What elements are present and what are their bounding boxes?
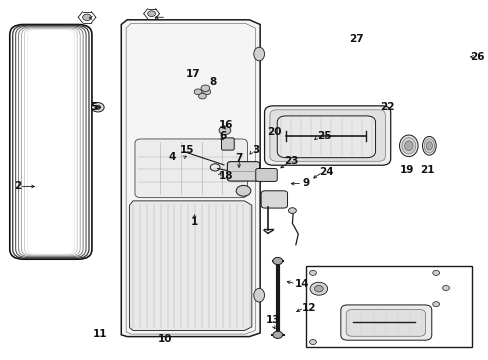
Circle shape [309, 282, 327, 295]
Ellipse shape [404, 141, 412, 151]
Text: 12: 12 [302, 303, 316, 313]
Ellipse shape [423, 139, 433, 153]
Text: 26: 26 [469, 52, 484, 62]
Text: 4: 4 [168, 152, 176, 162]
Circle shape [272, 331, 282, 338]
FancyBboxPatch shape [340, 305, 431, 340]
Ellipse shape [399, 135, 417, 157]
Circle shape [194, 89, 202, 95]
Text: 13: 13 [265, 315, 280, 325]
Text: 5: 5 [90, 102, 97, 112]
Circle shape [201, 85, 209, 91]
Text: 14: 14 [294, 279, 308, 289]
Text: 22: 22 [379, 102, 394, 112]
Text: 2: 2 [14, 181, 21, 192]
Text: 24: 24 [318, 167, 333, 177]
Text: 19: 19 [399, 165, 413, 175]
Circle shape [309, 339, 316, 345]
FancyBboxPatch shape [135, 139, 247, 198]
Bar [305, 266, 471, 347]
Ellipse shape [422, 136, 435, 155]
Text: 25: 25 [316, 131, 331, 141]
Text: 23: 23 [284, 156, 299, 166]
Circle shape [95, 105, 101, 109]
FancyBboxPatch shape [255, 168, 277, 181]
Text: 11: 11 [93, 329, 107, 339]
Circle shape [82, 14, 91, 21]
Text: 16: 16 [219, 120, 233, 130]
FancyBboxPatch shape [264, 106, 390, 165]
Ellipse shape [426, 141, 431, 150]
Circle shape [272, 257, 282, 265]
Text: 10: 10 [157, 334, 172, 344]
Circle shape [203, 89, 210, 95]
Text: 20: 20 [267, 127, 282, 138]
Text: 15: 15 [180, 145, 194, 156]
FancyBboxPatch shape [269, 110, 385, 161]
Text: 18: 18 [219, 171, 233, 181]
FancyBboxPatch shape [346, 310, 425, 336]
Circle shape [314, 285, 323, 292]
Text: 3: 3 [251, 145, 259, 156]
Circle shape [91, 103, 104, 112]
FancyBboxPatch shape [221, 138, 234, 150]
Polygon shape [129, 201, 251, 330]
Circle shape [236, 185, 250, 196]
Circle shape [309, 270, 316, 275]
Ellipse shape [401, 138, 415, 154]
Ellipse shape [253, 47, 264, 61]
Text: 6: 6 [219, 131, 226, 141]
FancyBboxPatch shape [227, 162, 259, 181]
FancyBboxPatch shape [261, 191, 287, 208]
FancyBboxPatch shape [277, 116, 375, 158]
Text: 9: 9 [302, 178, 309, 188]
Circle shape [288, 208, 296, 213]
Polygon shape [121, 20, 260, 337]
Circle shape [198, 93, 206, 99]
Text: 27: 27 [348, 34, 363, 44]
Text: 17: 17 [185, 69, 200, 79]
Circle shape [219, 126, 230, 135]
Ellipse shape [253, 288, 264, 302]
Text: 7: 7 [234, 153, 242, 163]
Circle shape [432, 270, 439, 275]
Text: 1: 1 [191, 217, 198, 228]
Text: 21: 21 [420, 165, 434, 175]
Circle shape [442, 285, 448, 291]
Circle shape [147, 11, 155, 17]
Text: 8: 8 [209, 77, 216, 87]
Circle shape [432, 302, 439, 307]
